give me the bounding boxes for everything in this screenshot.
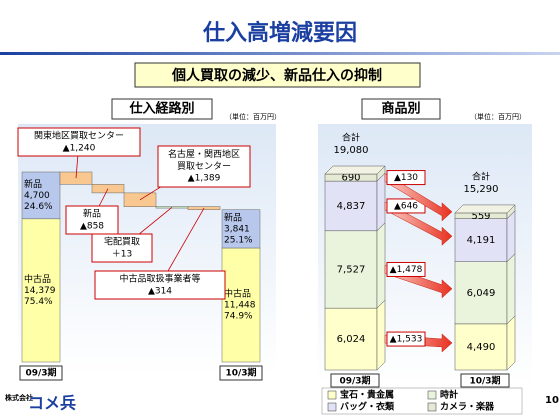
segment-value: 4,191 [467, 235, 496, 246]
legend-swatch [327, 402, 337, 412]
change-label: ▲130 [394, 173, 418, 183]
step-value: ▲314 [148, 287, 172, 297]
legend-label: バッグ・衣類 [340, 401, 395, 413]
category-box [330, 373, 380, 388]
step-value: ▲858 [80, 222, 104, 232]
bar-top [454, 204, 516, 214]
bar-segment [221, 247, 261, 363]
step-value: ▲1,240 [63, 144, 96, 154]
legend-swatch [427, 402, 437, 412]
page-number: 10 [545, 395, 559, 406]
callout-box [157, 145, 251, 188]
step-name: 新品 [83, 208, 101, 220]
company-prefix: 株式会社 [5, 393, 33, 402]
step-value: ＋13 [112, 249, 132, 260]
change-box [386, 170, 426, 186]
segment-value: 3,841 [224, 224, 250, 234]
segment-share: 25.1% [224, 235, 253, 245]
legend-frame [321, 387, 523, 415]
segment-value: 4,837 [337, 201, 366, 212]
bar-segment [324, 230, 378, 309]
category-box [19, 365, 63, 381]
step [91, 184, 125, 194]
segment-name: 中古品 [224, 287, 251, 299]
bar-segment [454, 261, 508, 325]
right-title: 商品別 [381, 101, 420, 117]
legend-label: 宝石・貴金属 [340, 389, 394, 401]
left-title: 仕入経路別 [128, 101, 194, 117]
callout-box [17, 127, 141, 157]
category-label: 10/3期 [469, 375, 500, 387]
segment-value: 6,024 [337, 334, 366, 345]
segment-value: 4,700 [24, 191, 50, 201]
step-name: 名古屋・関西地区買取センター [168, 148, 240, 172]
callout-box [91, 233, 153, 263]
step-value: ▲1,389 [188, 174, 221, 184]
category-label: 10/3期 [225, 367, 256, 379]
step-name: 関東地区買取センター [34, 130, 124, 142]
category-box [460, 373, 510, 388]
subtitle: 個人買取の減少、新品仕入の抑制 [171, 67, 382, 84]
change-box [386, 331, 426, 347]
bar-top [324, 165, 386, 175]
segment-name: 中古品 [24, 273, 51, 285]
total-value: 19,080 [334, 145, 369, 156]
slide-title: 仕入高増減要因 [202, 20, 357, 46]
total-value: 15,290 [464, 184, 499, 195]
bar-segment [324, 180, 378, 232]
change-box [386, 198, 426, 214]
change-arrow [384, 173, 453, 222]
segment-value: 7,527 [337, 264, 366, 275]
left-title-box [111, 98, 213, 120]
change-label: ▲646 [394, 201, 418, 211]
total-title: 合計 [472, 170, 490, 182]
change-box [386, 261, 426, 277]
segment-share: 24.6% [24, 202, 53, 212]
bar-segment [21, 218, 61, 363]
category-box [219, 365, 263, 381]
segment-value: 4,490 [467, 342, 496, 353]
category-label: 09/3期 [339, 375, 370, 387]
subtitle-box [134, 62, 421, 88]
segment-value: 690 [341, 173, 360, 184]
change-label: ▲1,533 [390, 335, 423, 345]
segment-share: 75.4% [24, 297, 53, 307]
bar-segment [454, 218, 508, 262]
segment-value: 6,049 [467, 288, 496, 299]
callout-box [94, 270, 226, 300]
segment-value: 559 [471, 211, 490, 222]
segment-value: 11,448 [224, 300, 256, 310]
legend-swatch [427, 390, 437, 400]
change-label: ▲1,478 [390, 265, 423, 275]
right-title-box [361, 98, 441, 120]
bar-segment [324, 307, 378, 371]
segment-name: 新品 [224, 211, 242, 223]
segment-name: 新品 [24, 178, 42, 190]
category-label: 09/3期 [25, 367, 56, 379]
bar-segment [21, 171, 61, 220]
bar-segment [221, 209, 261, 249]
bar-segment [454, 323, 508, 371]
legend-swatch [327, 390, 337, 400]
legend-label: 時計 [440, 389, 458, 401]
step-name: 宅配買取 [104, 236, 140, 248]
segment-value: 14,379 [24, 286, 56, 296]
company-logo: コメ兵 [28, 394, 76, 413]
right-unit: （単位：百万円） [470, 112, 526, 121]
header-rule [0, 52, 560, 55]
segment-share: 74.9% [224, 311, 253, 321]
step-name: 中古品取扱事業者等 [119, 273, 200, 285]
step [187, 206, 221, 210]
legend-label: カメラ・楽器 [440, 401, 495, 413]
left-unit: （単位：百万円） [225, 112, 281, 121]
total-title: 合計 [342, 132, 360, 144]
